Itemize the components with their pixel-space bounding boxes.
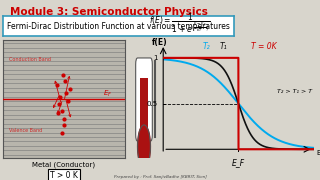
Point bbox=[59, 109, 64, 112]
Point bbox=[64, 92, 69, 94]
Point bbox=[60, 74, 65, 77]
Text: Valence Band: Valence Band bbox=[9, 128, 43, 133]
Text: T = 0K: T = 0K bbox=[251, 42, 277, 51]
Bar bbox=[140, 78, 148, 135]
Text: E_F: E_F bbox=[232, 158, 245, 167]
Text: Prepared by : Prof. SanjivBadhe [KBRIT, Sion]: Prepared by : Prof. SanjivBadhe [KBRIT, … bbox=[114, 175, 206, 179]
Text: Fermi-Dirac Distribution Function at various temperatures: Fermi-Dirac Distribution Function at var… bbox=[7, 22, 230, 31]
Point bbox=[55, 112, 60, 115]
Point bbox=[61, 118, 67, 121]
Point bbox=[58, 95, 63, 98]
Point bbox=[54, 83, 59, 86]
Point bbox=[63, 80, 68, 83]
Point bbox=[57, 102, 62, 105]
Circle shape bbox=[138, 125, 150, 168]
Text: 1: 1 bbox=[153, 55, 158, 61]
Point bbox=[68, 88, 73, 91]
Text: Module 3: Semiconductor Physics: Module 3: Semiconductor Physics bbox=[10, 7, 207, 17]
Text: Metal (Conductor): Metal (Conductor) bbox=[32, 161, 96, 168]
Text: $f(E) = \dfrac{1}{1 + e^{\left(\frac{E-E_F}{kT}\right)}}$: $f(E) = \dfrac{1}{1 + e^{\left(\frac{E-E… bbox=[148, 12, 210, 35]
Text: T₁: T₁ bbox=[220, 42, 227, 51]
Point bbox=[65, 100, 70, 103]
FancyBboxPatch shape bbox=[136, 58, 152, 141]
Text: T₂: T₂ bbox=[202, 42, 210, 51]
Text: 0.5: 0.5 bbox=[147, 101, 158, 107]
Text: T₂ > T₁ > T: T₂ > T₁ > T bbox=[277, 89, 312, 94]
Text: f(E): f(E) bbox=[152, 38, 168, 47]
Point bbox=[59, 132, 64, 135]
Text: E →: E → bbox=[317, 150, 320, 156]
Text: Conduction Band: Conduction Band bbox=[9, 57, 51, 62]
Text: $E_F$: $E_F$ bbox=[103, 88, 112, 99]
Point bbox=[61, 124, 67, 127]
Text: T > 0 K: T > 0 K bbox=[50, 171, 78, 180]
